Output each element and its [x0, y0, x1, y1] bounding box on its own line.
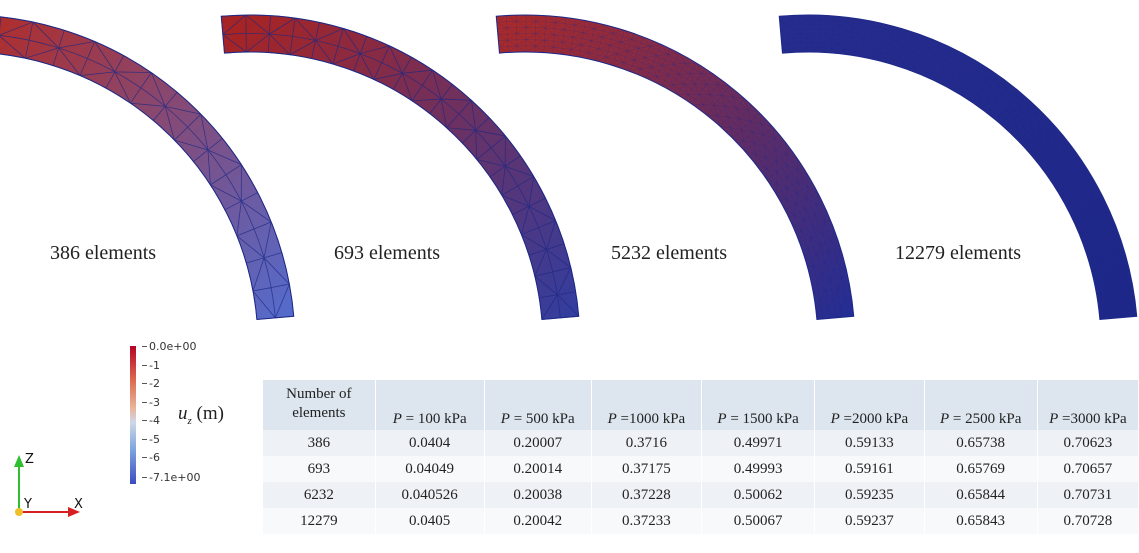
header-elements-line2: elements [292, 405, 346, 421]
table-cell: 0.70728 [1037, 508, 1139, 534]
table-cell: 12279 [263, 508, 376, 534]
table-cell: 0.49993 [701, 456, 816, 482]
mesh-caption-693: 693 elements [334, 242, 441, 264]
colorbar-label: uz (m) [178, 403, 224, 427]
colorbar [130, 346, 136, 484]
header-pressure: P = 100 kPa [375, 380, 485, 430]
table-cell: 0.04049 [375, 456, 485, 482]
table-cell: 0.70657 [1037, 456, 1139, 482]
pressure-value: =3000 kPa [1062, 411, 1127, 427]
mesh-lines [220, 14, 580, 320]
pressure-symbol: P [392, 411, 402, 427]
axis-label-x: X [74, 497, 83, 512]
colorbar-tick: -3 [142, 396, 160, 409]
results-table: Number of elements P = 100 kPa P = 500 k… [263, 380, 1139, 534]
mesh-lines [0, 16, 295, 320]
table-cell: 0.20042 [484, 508, 592, 534]
pressure-symbol: P [500, 411, 510, 427]
pressure-value: = 1500 kPa [730, 411, 799, 427]
header-pressure: P = 1500 kPa [701, 380, 816, 430]
table-cell: 0.65843 [924, 508, 1038, 534]
mesh-lines [779, 14, 1137, 320]
axis-label-y: Y [24, 497, 32, 512]
table-cell: 0.65738 [924, 430, 1038, 456]
header-elements: Number of elements [263, 380, 376, 430]
table-cell: 0.37175 [591, 456, 702, 482]
table-cell: 0.20038 [484, 482, 592, 508]
table-cell: 0.37233 [591, 508, 702, 534]
table-cell: 0.50067 [701, 508, 816, 534]
pressure-symbol: P [607, 411, 617, 427]
mesh-lines [496, 14, 854, 320]
table-cell: 0.37228 [591, 482, 702, 508]
table-cell: 0.59235 [814, 482, 925, 508]
colorbar-tick: -4 [142, 414, 160, 427]
colorbar-tick-min: -7.1e+00 [141, 471, 201, 484]
colorbar-unit: (m) [196, 403, 224, 424]
mesh-beam [778, 14, 1138, 321]
header-pressure: P =2000 kPa [814, 380, 925, 430]
colorbar-tick: -5 [142, 433, 160, 446]
table-cell: 0.59237 [814, 508, 925, 534]
pressure-value: =2000 kPa [843, 411, 909, 427]
pressure-symbol: P [717, 411, 727, 427]
mesh-figure [0, 14, 1138, 321]
table-row: 12279 0.0405 0.20042 0.37233 0.50067 0.5… [263, 508, 1139, 534]
table-cell: 0.50062 [701, 482, 816, 508]
table-cell: 386 [263, 430, 376, 456]
pressure-value: = 100 kPa [405, 411, 467, 427]
table-cell: 0.20014 [484, 456, 592, 482]
header-elements-line1: Number of [286, 386, 352, 402]
table-row: 386 0.0404 0.20007 0.3716 0.49971 0.5913… [263, 430, 1139, 456]
table-cell: 0.70731 [1037, 482, 1139, 508]
colorbar-tick: -6 [142, 451, 160, 464]
table-cell: 0.49971 [701, 430, 816, 456]
table-cell: 6232 [263, 482, 376, 508]
mesh-beam [0, 16, 295, 321]
colorbar-tick-max: 0.0e+00 [141, 340, 197, 353]
table-cell: 0.59133 [814, 430, 925, 456]
pressure-symbol: P [939, 411, 950, 427]
header-pressure: P =1000 kPa [591, 380, 702, 430]
mesh-beam [220, 14, 580, 321]
table-row: 6232 0.040526 0.20038 0.37228 0.50062 0.… [263, 482, 1139, 508]
pressure-value: = 2500 kPa [952, 411, 1022, 427]
header-pressure: P = 2500 kPa [924, 380, 1038, 430]
table-cell: 0.20007 [484, 430, 592, 456]
header-pressure: P = 500 kPa [484, 380, 592, 430]
axis-label-z: Z [25, 452, 34, 467]
pressure-value: =1000 kPa [620, 411, 686, 427]
table-cell: 0.3716 [591, 430, 702, 456]
table-header-row: Number of elements P = 100 kPa P = 500 k… [263, 380, 1139, 430]
table-cell: 0.0405 [375, 508, 485, 534]
pressure-value: = 500 kPa [513, 411, 575, 427]
table-cell: 693 [263, 456, 376, 482]
axes-triad-icon [14, 455, 80, 517]
header-pressure: P =3000 kPa [1037, 380, 1139, 430]
colorbar-symbol: u [178, 403, 188, 424]
table-cell: 0.59161 [814, 456, 925, 482]
colorbar-tick: -1 [142, 359, 160, 372]
table-cell: 0.040526 [375, 482, 485, 508]
pressure-symbol: P [1049, 411, 1059, 427]
colorbar-tick: -2 [142, 377, 160, 390]
colorbar-subscript: z [187, 414, 192, 427]
table-cell: 0.65844 [924, 482, 1038, 508]
table-cell: 0.70623 [1037, 430, 1139, 456]
mesh-caption-12279: 12279 elements [895, 242, 1022, 264]
table-row: 693 0.04049 0.20014 0.37175 0.49993 0.59… [263, 456, 1139, 482]
mesh-caption-386: 386 elements [50, 242, 157, 264]
table-cell: 0.0404 [375, 430, 485, 456]
table-cell: 0.65769 [924, 456, 1038, 482]
mesh-caption-5232: 5232 elements [611, 242, 728, 264]
pressure-symbol: P [830, 411, 840, 427]
mesh-beam [495, 14, 855, 321]
